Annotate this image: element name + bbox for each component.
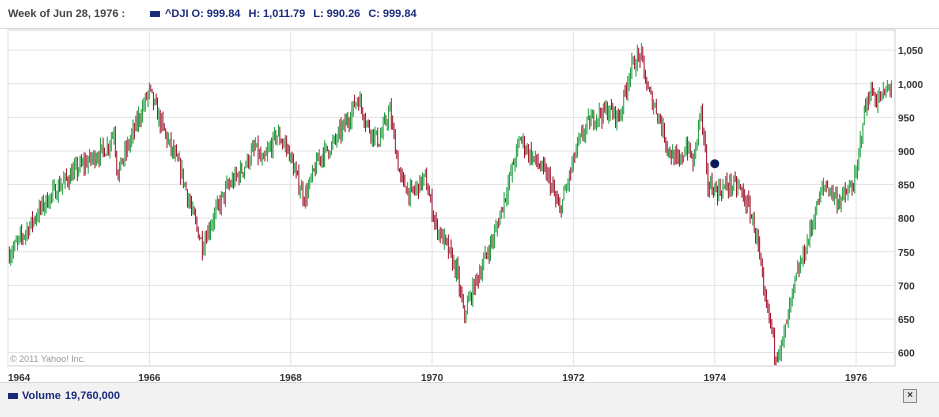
volume-bar: Volume 19,760,000 ×	[0, 382, 939, 417]
x-tick-label: 1970	[421, 373, 444, 382]
high-value: 1,011.79	[263, 8, 306, 20]
y-tick-label: 650	[898, 315, 915, 326]
chart-header: Week of Jun 28, 1976 : ^DJI O: 999.84 H:…	[0, 0, 939, 29]
volume-value: 19,760,000	[64, 390, 120, 402]
x-tick-label: 1964	[8, 373, 31, 382]
y-tick-label: 600	[898, 349, 915, 360]
week-label: Week of Jun 28, 1976 :	[8, 8, 126, 20]
close-icon[interactable]: ×	[903, 389, 917, 403]
series-legend[interactable]: ^DJI O: 999.84 H: 1,011.79 L: 990.26 C: …	[150, 8, 422, 20]
low-value: 990.26	[326, 8, 361, 20]
copyright-text: © 2011 Yahoo! Inc.	[10, 354, 86, 364]
plot-area	[7, 29, 896, 367]
series-symbol: ^DJI	[165, 8, 189, 20]
x-tick-label: 1976	[845, 373, 868, 382]
y-tick-label: 1,000	[898, 80, 923, 91]
volume-label: Volume	[22, 390, 61, 402]
x-tick-label: 1966	[138, 373, 161, 382]
volume-swatch	[8, 393, 18, 399]
y-tick-label: 950	[898, 113, 915, 124]
y-tick-label: 800	[898, 214, 915, 225]
x-tick-label: 1968	[280, 373, 303, 382]
price-chart[interactable]: 600 650 700 750 800 850 900 950 1,000 1,050 1964 19…	[0, 28, 939, 382]
open-value: 999.84	[206, 8, 241, 20]
close-label: C:	[368, 8, 380, 20]
series-swatch	[150, 11, 160, 17]
hover-marker	[710, 159, 720, 169]
x-tick-label: 1972	[562, 373, 585, 382]
y-tick-label: 1,050	[898, 46, 923, 57]
y-tick-label: 850	[898, 181, 915, 192]
volume-legend[interactable]: Volume 19,760,000	[8, 390, 120, 402]
y-tick-label: 750	[898, 248, 915, 259]
x-tick-label: 1974	[704, 373, 727, 382]
y-tick-label: 900	[898, 147, 915, 158]
y-tick-label: 700	[898, 281, 915, 292]
close-value: 999.84	[382, 8, 417, 20]
high-label: H:	[248, 8, 261, 20]
open-label: O:	[191, 8, 204, 20]
low-label: L:	[313, 8, 324, 20]
